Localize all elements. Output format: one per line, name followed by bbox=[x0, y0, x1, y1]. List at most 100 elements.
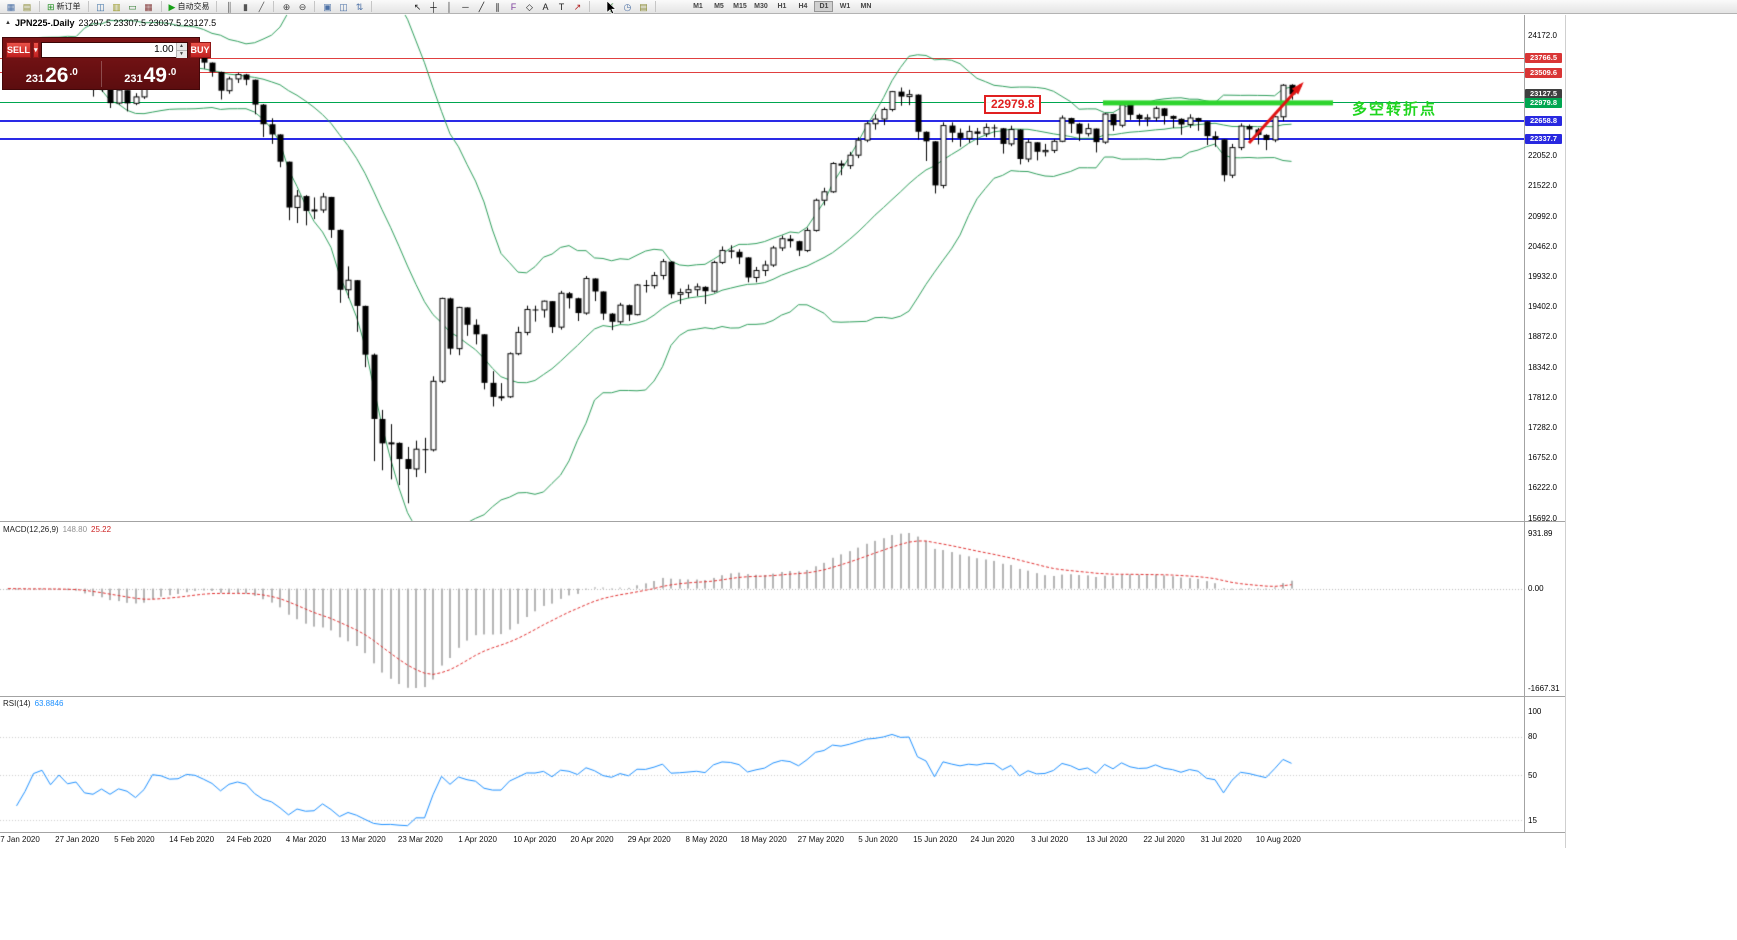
new-order-button[interactable]: ⊞ 新订单 bbox=[47, 1, 81, 12]
rsi-axis-label: 15 bbox=[1528, 815, 1537, 825]
volume-increase-button[interactable]: ▲ bbox=[175, 42, 187, 51]
tf-h1-button[interactable]: H1 bbox=[777, 3, 787, 10]
tf-h4-button[interactable]: H4 bbox=[798, 3, 808, 10]
chart-title: ▲ JPN225-.Daily 23297.5 23307.5 23037.5 … bbox=[5, 18, 216, 28]
tf-m1-button[interactable]: M1 bbox=[693, 3, 703, 10]
sell-price[interactable]: 231 26 .0 bbox=[3, 59, 101, 89]
profiles-icon[interactable]: ▤ bbox=[22, 1, 32, 12]
price-axis-badge: 23766.5 bbox=[1525, 53, 1562, 64]
date-axis-label: 13 Mar 2020 bbox=[340, 835, 386, 844]
price-axis-tick: 19402.0 bbox=[1528, 302, 1557, 312]
shapes-tool-icon[interactable]: ◇ bbox=[526, 1, 533, 12]
tile-windows-icon[interactable]: ▣ bbox=[323, 1, 332, 12]
date-axis-label: 4 Mar 2020 bbox=[285, 835, 327, 844]
macd-name: MACD(12,26,9) bbox=[3, 525, 59, 534]
price-axis-tick: 20992.0 bbox=[1528, 211, 1557, 221]
date-axis-label: 18 May 2020 bbox=[740, 835, 787, 844]
date-axis-label: 1 Apr 2020 bbox=[458, 835, 497, 844]
chart-symbol-period: JPN225-.Daily bbox=[14, 18, 75, 28]
price-axis-tick: 20462.0 bbox=[1528, 241, 1557, 251]
sell-price-big-digits: 26 bbox=[45, 64, 69, 88]
price-axis-tick: 17282.0 bbox=[1528, 422, 1557, 432]
buy-price-big-digits: 49 bbox=[143, 64, 167, 88]
arrow-tool-icon[interactable]: ↗ bbox=[573, 1, 582, 12]
volume-input[interactable] bbox=[41, 42, 176, 57]
market-watch-icon[interactable]: ◫ bbox=[96, 1, 105, 12]
price-axis-tick: 21522.0 bbox=[1528, 181, 1557, 191]
periods-icon[interactable]: ◷ bbox=[623, 1, 632, 12]
trendline-tool-icon[interactable]: ╱ bbox=[478, 1, 485, 12]
macd-panel-separator[interactable] bbox=[0, 521, 1565, 522]
toolbar-separator bbox=[39, 1, 40, 12]
tf-mn-button[interactable]: MN bbox=[860, 3, 872, 10]
buy-price[interactable]: 231 49 .0 bbox=[102, 59, 200, 89]
toolbar-separator bbox=[314, 1, 316, 12]
mouse-cursor bbox=[606, 1, 617, 15]
rsi-panel-separator[interactable] bbox=[0, 696, 1565, 697]
tf-w1-button[interactable]: W1 bbox=[839, 3, 851, 10]
rsi-axis-label: 50 bbox=[1528, 770, 1537, 780]
tf-d1-button[interactable]: D1 bbox=[814, 1, 834, 12]
trade-panel-prices: 231 26 .0 231 49 .0 bbox=[3, 59, 199, 89]
volume-decrease-button[interactable]: ▼ bbox=[175, 50, 187, 58]
volume-steppers: ▲ ▼ bbox=[175, 42, 187, 58]
text-tool-icon[interactable]: A bbox=[542, 1, 549, 12]
arrange-icon[interactable]: ⇅ bbox=[355, 1, 364, 12]
price-axis-badge: 22658.8 bbox=[1525, 116, 1562, 127]
new-chart-icon[interactable]: ▦ bbox=[6, 1, 16, 12]
macd-indicator-label: MACD(12,26,9) 148.80 25.22 bbox=[3, 525, 111, 534]
price-axis-tick: 15692.0 bbox=[1528, 513, 1557, 523]
cursor-tool-icon[interactable]: ↖ bbox=[413, 1, 422, 12]
tf-m15-button[interactable]: M15 bbox=[733, 3, 747, 10]
label-tool-icon[interactable]: T bbox=[558, 1, 565, 12]
terminal-icon[interactable]: ▦ bbox=[144, 1, 153, 12]
zoom-out-icon[interactable]: ⊖ bbox=[298, 1, 307, 12]
tf-m30-button[interactable]: M30 bbox=[754, 3, 768, 10]
rsi-indicator-label: RSI(14) 63.8846 bbox=[3, 699, 63, 708]
sell-options-caret[interactable]: ▾ bbox=[33, 41, 39, 58]
one-click-trading-panel: SELL ▾ ▲ ▼ BUY 231 26 .0 231 49 .0 bbox=[2, 37, 211, 90]
trade-panel-controls: SELL ▾ ▲ ▼ BUY bbox=[3, 38, 211, 59]
chart-ohlc-readout: 23297.5 23307.5 23037.5 23127.5 bbox=[78, 18, 217, 28]
tf-m5-button[interactable]: M5 bbox=[714, 3, 724, 10]
sell-button[interactable]: SELL bbox=[6, 41, 32, 58]
date-axis-label: 3 Jul 2020 bbox=[1031, 835, 1069, 844]
chart-candles-icon[interactable]: ▮ bbox=[242, 1, 248, 12]
date-axis-label: 10 Aug 2020 bbox=[1255, 835, 1301, 844]
turning-point-label[interactable]: 多空转折点 bbox=[1352, 101, 1438, 118]
cascade-windows-icon[interactable]: ◫ bbox=[339, 1, 348, 12]
sell-price-suffix: .0 bbox=[69, 67, 78, 78]
buy-button[interactable]: BUY bbox=[189, 41, 211, 58]
vertical-line-tool-icon[interactable]: │ bbox=[446, 1, 453, 12]
date-axis-label: 24 Jun 2020 bbox=[970, 835, 1015, 844]
buy-price-suffix: .0 bbox=[167, 67, 177, 78]
rsi-value: 63.8846 bbox=[34, 699, 64, 708]
sell-price-prefix: 231 bbox=[25, 73, 45, 85]
price-axis-tick: 22052.0 bbox=[1528, 151, 1557, 161]
price-axis-badge: 22979.8 bbox=[1525, 97, 1562, 108]
macd-axis-label: -1667.31 bbox=[1528, 683, 1560, 693]
crosshair-tool-icon[interactable]: ┼ bbox=[430, 1, 437, 12]
chart-line-icon[interactable]: ╱ bbox=[258, 1, 265, 12]
date-axis-label: 5 Feb 2020 bbox=[114, 835, 155, 844]
toolbar-separator bbox=[87, 1, 89, 12]
rsi-name: RSI(14) bbox=[3, 699, 31, 708]
templates-icon[interactable]: ▤ bbox=[639, 1, 648, 12]
autotrading-button[interactable]: ▶ 自动交易 bbox=[168, 1, 210, 12]
date-axis-separator bbox=[0, 832, 1565, 833]
price-callout[interactable]: 22979.8 bbox=[984, 95, 1042, 114]
date-axis-label: 7 Jan 2020 bbox=[0, 835, 40, 844]
date-axis-label: 29 Apr 2020 bbox=[627, 835, 671, 844]
data-window-icon[interactable]: ▥ bbox=[112, 1, 121, 12]
horizontal-line-tool-icon[interactable]: ─ bbox=[462, 1, 469, 12]
navigator-icon[interactable]: ▭ bbox=[128, 1, 137, 12]
price-divider bbox=[100, 61, 102, 87]
date-axis-label: 13 Jul 2020 bbox=[1086, 835, 1128, 844]
zoom-in-icon[interactable]: ⊕ bbox=[282, 1, 291, 12]
toolbar-separator bbox=[216, 1, 218, 12]
chart-bars-icon[interactable]: ║ bbox=[226, 1, 233, 12]
channel-tool-icon[interactable]: ∥ bbox=[495, 1, 500, 12]
macd-main-value: 148.80 bbox=[62, 525, 88, 534]
fibonacci-tool-icon[interactable]: F bbox=[510, 1, 517, 12]
